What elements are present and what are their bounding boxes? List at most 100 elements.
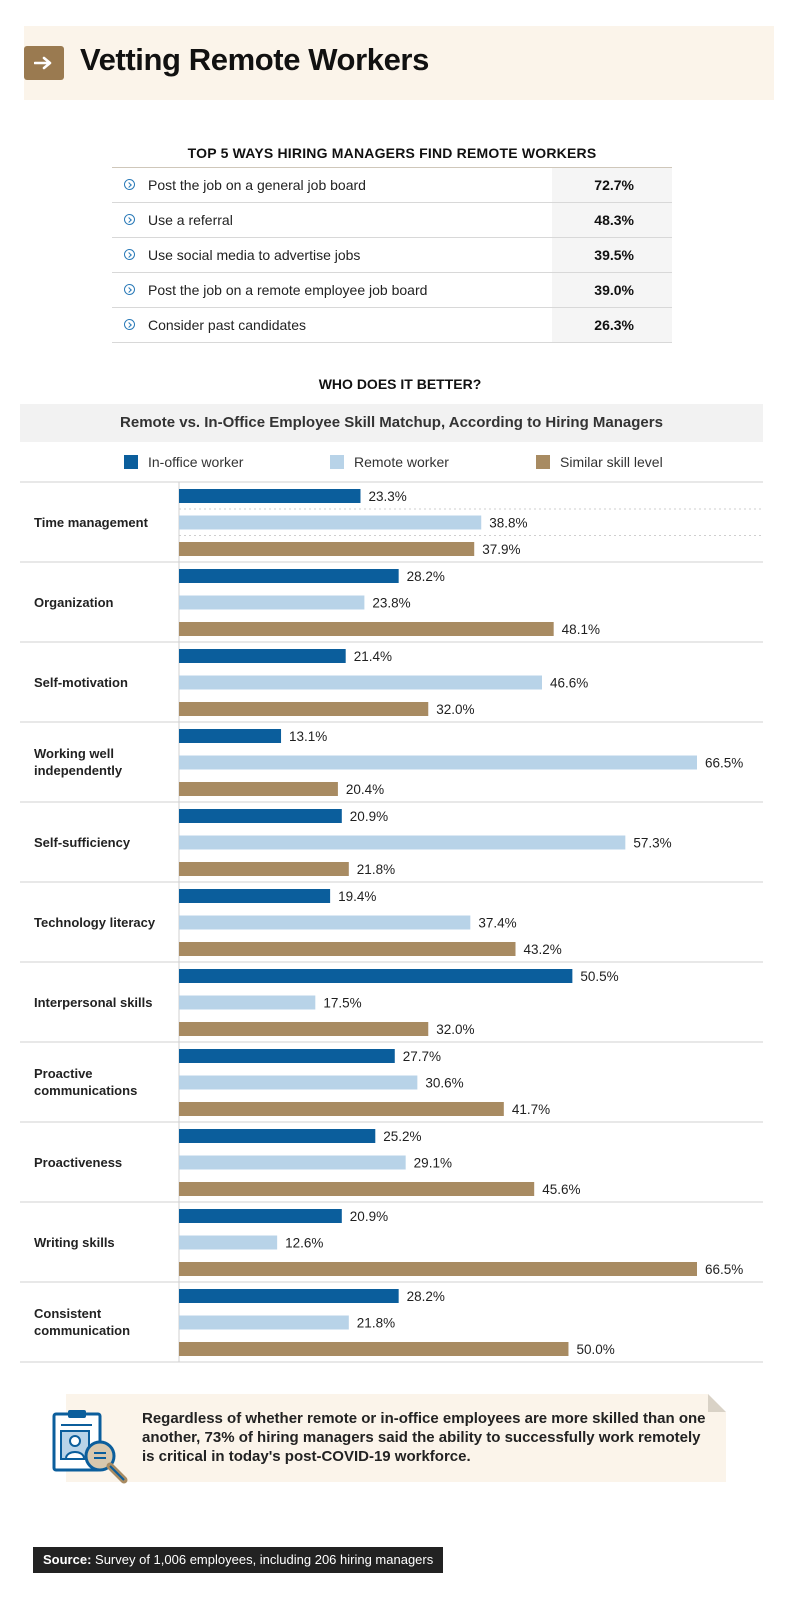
top5-row-value: 72.7% (594, 177, 634, 193)
value-label-in-office: 25.2% (383, 1129, 421, 1144)
value-label-similar: 37.9% (482, 542, 520, 557)
bar-remote (179, 835, 626, 850)
bar-remote (179, 595, 365, 610)
top5-row-value: 48.3% (594, 212, 634, 228)
bar-in-office (179, 729, 282, 743)
top5-row: Use a referral 48.3% (112, 203, 672, 238)
top5-row-label: Use a referral (148, 212, 233, 228)
category-label: Self-motivation (34, 675, 128, 690)
value-label-remote: 17.5% (323, 996, 361, 1011)
value-label-remote: 38.8% (489, 516, 527, 531)
bar-in-office (179, 1209, 342, 1223)
legend-swatch-remote (330, 455, 344, 469)
top5-heading: TOP 5 WAYS HIRING MANAGERS FIND REMOTE W… (187, 145, 597, 161)
top5-row-value: 26.3% (594, 317, 634, 333)
top5-row: Post the job on a remote employee job bo… (112, 273, 672, 308)
value-label-similar: 21.8% (357, 862, 395, 877)
value-label-in-office: 28.2% (407, 569, 445, 584)
value-label-similar: 43.2% (524, 942, 562, 957)
category-label: Interpersonal skills (34, 995, 153, 1010)
callout-box: Regardless of whether remote or in-offic… (66, 1394, 726, 1482)
value-label-in-office: 50.5% (580, 969, 618, 984)
category-label: Writing skills (34, 1235, 115, 1250)
legend-label-remote: Remote worker (354, 454, 449, 470)
bar-remote (179, 995, 316, 1010)
value-label-in-office: 23.3% (368, 489, 406, 504)
value-label-similar: 20.4% (346, 782, 384, 797)
bar-remote (179, 1075, 418, 1090)
top5-row-label: Use social media to advertise jobs (148, 247, 361, 263)
top5-row-label: Consider past candidates (148, 317, 306, 333)
value-label-remote: 30.6% (425, 1076, 463, 1091)
bar-remote (179, 1155, 406, 1170)
chevron-circle-icon (124, 319, 135, 330)
top5-row-label: Post the job on a remote employee job bo… (148, 282, 428, 298)
category-label: Organization (34, 595, 114, 610)
top5-value-cell: 48.3% (552, 203, 672, 237)
value-label-similar: 48.1% (562, 622, 600, 637)
top5-value-cell: 39.0% (552, 273, 672, 307)
bar-remote (179, 1315, 349, 1330)
category-label: Time management (34, 515, 149, 530)
bar-remote (179, 1235, 278, 1250)
chevron-circle-icon (124, 284, 135, 295)
bar-in-office (179, 1129, 376, 1143)
value-label-remote: 37.4% (478, 916, 516, 931)
value-label-in-office: 20.9% (350, 809, 388, 824)
source-note: Source: Survey of 1,006 employees, inclu… (33, 1547, 444, 1573)
bar-similar (179, 702, 429, 716)
category-label: Consistent communication (34, 1306, 130, 1338)
bar-similar (179, 542, 475, 556)
bar-in-office (179, 1289, 399, 1303)
value-label-similar: 50.0% (576, 1342, 614, 1357)
top5-row-value: 39.5% (594, 247, 634, 263)
arrow-right-icon (24, 46, 64, 80)
search-candidate-icon (52, 1410, 128, 1484)
legend-label-similar: Similar skill level (560, 454, 663, 470)
value-label-remote: 21.8% (357, 1316, 395, 1331)
page-fold-decoration (708, 1394, 726, 1412)
value-label-similar: 32.0% (436, 1022, 474, 1037)
value-label-in-office: 27.7% (403, 1049, 441, 1064)
bar-in-office (179, 649, 346, 663)
category-label: Proactiveness (34, 1155, 122, 1170)
category-label: Technology literacy (34, 915, 156, 930)
value-label-in-office: 28.2% (407, 1289, 445, 1304)
value-label-remote: 46.6% (550, 676, 588, 691)
top5-value-cell: 39.5% (552, 238, 672, 272)
source-text: Survey of 1,006 employees, including 206… (95, 1552, 434, 1567)
chart-title: Remote vs. In-Office Employee Skill Matc… (20, 404, 763, 442)
bar-similar (179, 1182, 535, 1196)
legend-swatch-in-office (124, 455, 138, 469)
top5-value-cell: 72.7% (552, 168, 672, 202)
chevron-circle-icon (124, 179, 135, 190)
top5-value-cell: 26.3% (552, 308, 672, 342)
value-label-remote: 66.5% (705, 756, 743, 771)
top5-row-value: 39.0% (594, 282, 634, 298)
value-label-in-office: 21.4% (354, 649, 392, 664)
legend-label-in-office: In-office worker (148, 454, 244, 470)
top5-row: Consider past candidates 26.3% (112, 308, 672, 343)
category-label: Working well independently (34, 746, 123, 778)
bar-similar (179, 782, 338, 796)
value-label-similar: 66.5% (705, 1262, 743, 1277)
legend-swatch-similar (536, 455, 550, 469)
top5-row: Post the job on a general job board 72.7% (112, 168, 672, 203)
value-label-remote: 23.8% (372, 596, 410, 611)
value-label-in-office: 13.1% (289, 729, 327, 744)
chevron-circle-icon (124, 214, 135, 225)
value-label-remote: 29.1% (414, 1156, 452, 1171)
category-label: Self-sufficiency (34, 835, 131, 850)
chart-heading: WHO DOES IT BETTER? (318, 376, 482, 392)
bar-in-office (179, 1049, 395, 1063)
bar-in-office (179, 969, 573, 983)
value-label-remote: 57.3% (633, 836, 671, 851)
category-label: Proactive communications (34, 1066, 137, 1098)
top5-row: Use social media to advertise jobs 39.5% (112, 238, 672, 273)
source-label: Source: (43, 1552, 92, 1567)
bar-similar (179, 862, 349, 876)
page-title: Vetting Remote Workers (80, 42, 429, 77)
top5-row-label: Post the job on a general job board (148, 177, 366, 193)
bar-similar (179, 1342, 569, 1356)
